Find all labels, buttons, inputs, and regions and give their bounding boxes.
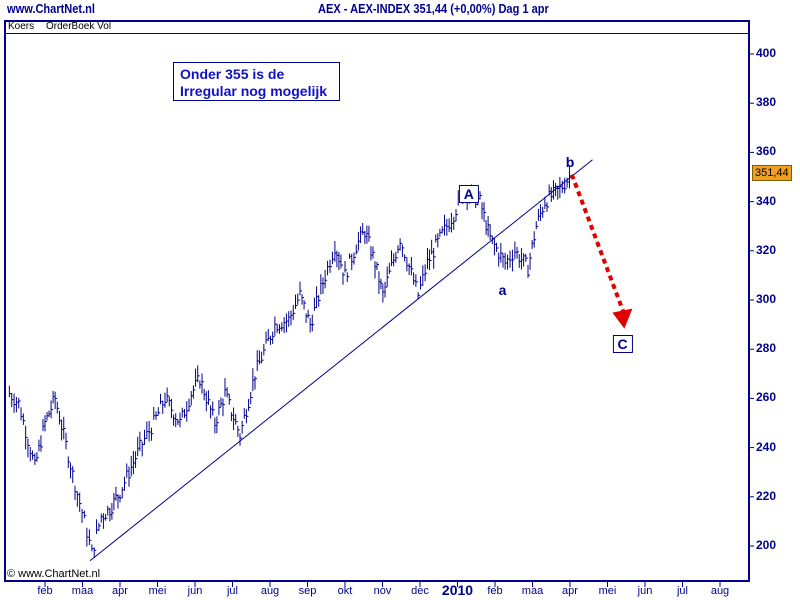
x-tick-label: nov: [373, 585, 392, 597]
x-tick-label: aug: [710, 585, 730, 597]
wave-label-A: A: [458, 185, 479, 204]
wave-label-b: b: [565, 154, 575, 171]
x-tick-label: maa: [71, 585, 94, 597]
x-tick-label: okt: [337, 585, 353, 597]
wave-label-C: C: [612, 335, 633, 354]
subtab-divider: [4, 33, 750, 34]
y-tick-label: 400: [756, 46, 777, 60]
x-tick-label: sep: [298, 585, 317, 597]
plot-area: [4, 20, 750, 582]
x-tick-label: mei: [598, 585, 617, 597]
trendline: [89, 159, 593, 562]
tab-koers[interactable]: Koers: [8, 21, 35, 32]
x-tick-label: aug: [260, 585, 280, 597]
x-tick-label: apr: [112, 585, 128, 597]
annotation-line-1: Onder 355 is de: [180, 66, 285, 82]
x-tick-label: 2010: [441, 582, 474, 598]
y-tick-label: 200: [756, 538, 777, 552]
x-tick-label: jun: [187, 585, 203, 597]
y-tick-label: 340: [756, 193, 777, 208]
x-tick-label: jun: [637, 585, 653, 597]
x-tick-label: feb: [37, 585, 53, 597]
x-tick-label: mei: [148, 585, 167, 597]
y-tick-label: 240: [756, 439, 777, 454]
y-tick-label: 380: [756, 95, 777, 110]
x-tick-label: dec: [411, 585, 429, 597]
y-tick-label: 360: [756, 144, 777, 159]
chart-title: AEX - AEX-INDEX 351,44 (+0,00%) Dag 1 ap…: [318, 1, 549, 16]
y-tick-label: 260: [756, 390, 777, 405]
last-price-tag: 351,44: [752, 165, 792, 181]
annotation-box: Onder 355 is de Irregular nog mogelijk: [173, 62, 340, 101]
site-title[interactable]: www.ChartNet.nl: [7, 1, 96, 16]
annotation-line-2: Irregular nog mogelijk: [180, 83, 328, 99]
wave-label-a: a: [498, 282, 507, 299]
y-tick-label: 300: [756, 292, 777, 306]
y-tick-label: 280: [756, 341, 777, 356]
x-tick-label: jul: [226, 585, 239, 597]
y-tick-label: 320: [756, 242, 777, 257]
x-tick-label: jul: [676, 585, 689, 597]
copyright: © www.ChartNet.nl: [7, 568, 101, 580]
tab-orderboek-vol[interactable]: OrderBoek Vol: [46, 21, 112, 32]
projection-arrow-line: [570, 173, 627, 316]
y-tick-label: 220: [756, 488, 777, 503]
x-tick-label: maa: [521, 585, 544, 597]
projection-arrowhead-icon: [612, 308, 633, 329]
x-tick-label: apr: [562, 585, 578, 597]
x-tick-label: feb: [487, 585, 503, 597]
